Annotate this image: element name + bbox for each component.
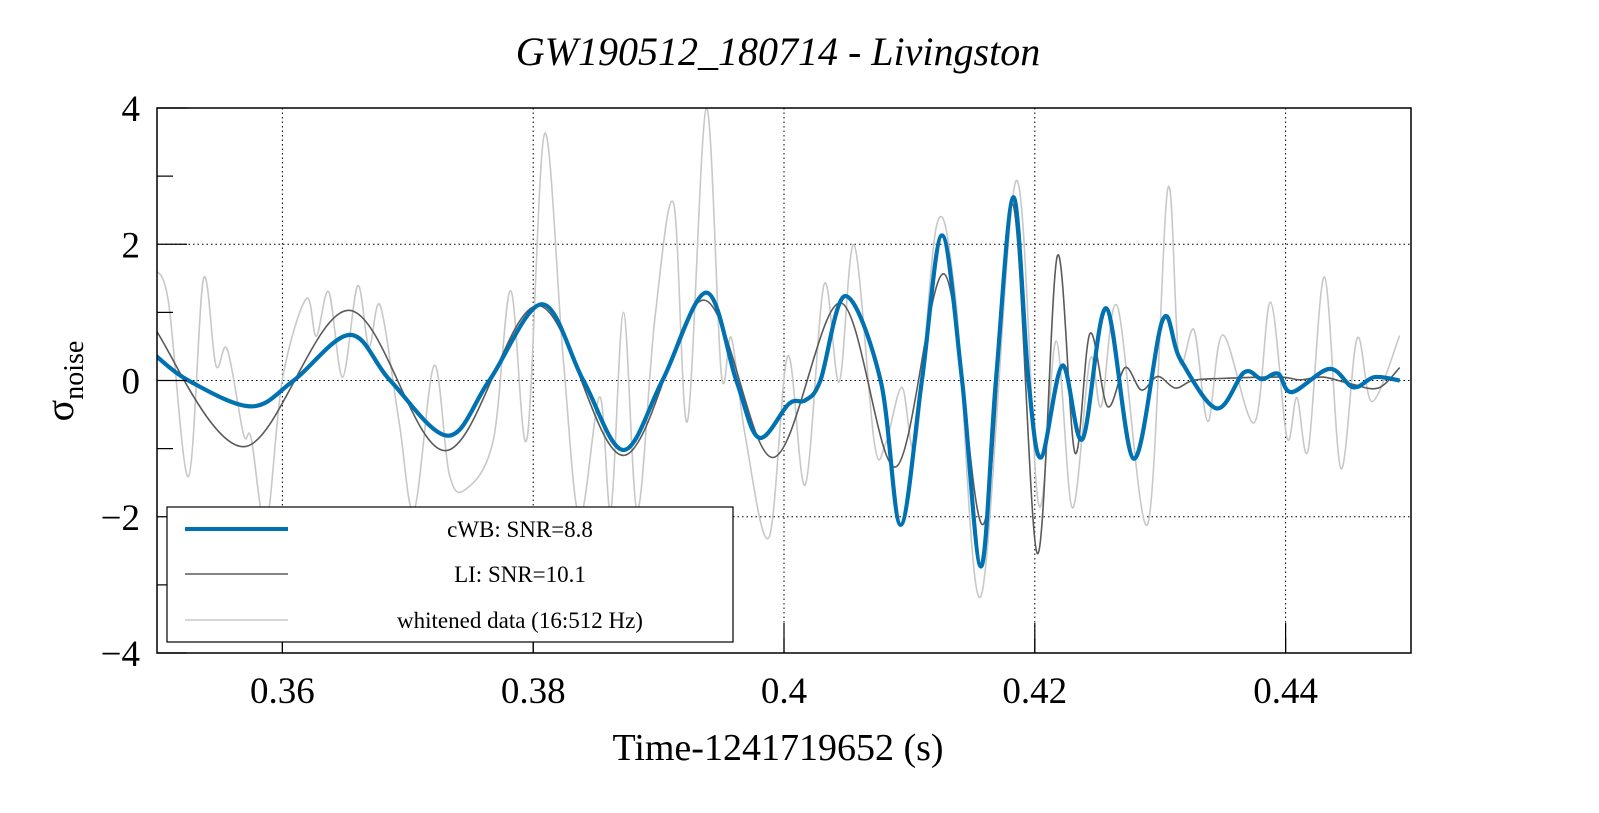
y-tick-label: 4 bbox=[122, 89, 141, 130]
series-group bbox=[157, 108, 1401, 599]
y-axis-label-sub: noise bbox=[59, 341, 90, 400]
x-tick-label: 0.44 bbox=[1253, 671, 1318, 712]
legend-label-li: LI: SNR=10.1 bbox=[454, 562, 586, 587]
y-tick-label: 2 bbox=[122, 225, 141, 266]
y-tick-label: 0 bbox=[122, 362, 141, 403]
series-line-li bbox=[157, 202, 1401, 555]
x-tick-label: 0.36 bbox=[250, 671, 315, 712]
y-tick-label: −4 bbox=[101, 634, 140, 675]
x-axis-label: Time-1241719652 (s) bbox=[612, 727, 943, 769]
svg-text:σnoise: σnoise bbox=[37, 341, 90, 422]
y-axis-label: σnoise bbox=[37, 341, 90, 422]
y-tick-label: −2 bbox=[101, 498, 140, 539]
chart-title: GW190512_180714 - Livingston bbox=[516, 29, 1040, 74]
series-line-cwb bbox=[157, 195, 1401, 569]
legend-label-whitened: whitened data (16:512 Hz) bbox=[397, 608, 643, 633]
legend-label-cwb: cWB: SNR=8.8 bbox=[447, 517, 593, 542]
x-tick-label: 0.38 bbox=[501, 671, 566, 712]
series-line-whitened bbox=[157, 108, 1401, 599]
x-tick-label: 0.4 bbox=[761, 671, 807, 712]
y-axis-label-main: σ bbox=[37, 400, 82, 422]
legend: cWB: SNR=8.8 LI: SNR=10.1 whitened data … bbox=[166, 506, 734, 643]
x-tick-label: 0.42 bbox=[1002, 671, 1067, 712]
ticks: 0.36 0.38 0.4 0.42 0.44 −4 −2 0 2 4 bbox=[101, 89, 1318, 712]
